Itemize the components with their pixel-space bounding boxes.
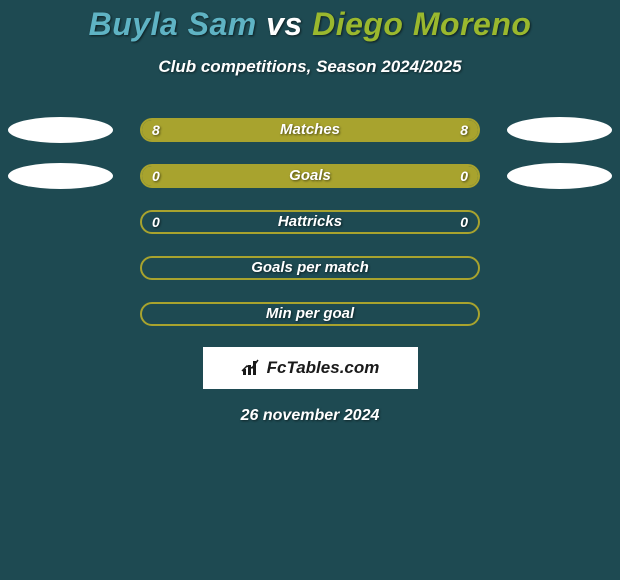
stat-bar-fill-right bbox=[310, 120, 478, 140]
stat-value-left: 8 bbox=[152, 120, 160, 140]
stat-bar: Hattricks0 0 bbox=[140, 210, 480, 234]
player1-flag bbox=[8, 117, 113, 143]
stat-label: Min per goal bbox=[142, 304, 478, 324]
vs-separator: vs bbox=[257, 6, 312, 42]
stat-row: Min per goal bbox=[0, 301, 620, 327]
stat-bar-fill-left bbox=[142, 166, 310, 186]
stat-bar: Goals00 bbox=[140, 164, 480, 188]
subtitle: Club competitions, Season 2024/2025 bbox=[0, 57, 620, 77]
stat-value-right: 0 bbox=[460, 166, 468, 186]
stat-value-right: 8 bbox=[460, 120, 468, 140]
stat-label: Goals per match bbox=[142, 258, 478, 278]
date-text: 26 november 2024 bbox=[0, 407, 620, 425]
bar-chart-icon bbox=[241, 359, 263, 377]
stat-value-left: 0 bbox=[152, 212, 160, 232]
player2-flag bbox=[507, 117, 612, 143]
stat-bar-fill-left bbox=[142, 120, 310, 140]
stat-row: Goals00 bbox=[0, 163, 620, 189]
stat-bars-container: Matches88Goals00Hattricks00Goals per mat… bbox=[0, 117, 620, 327]
stat-row: Matches88 bbox=[0, 117, 620, 143]
comparison-infographic: Buyla Sam vs Diego Moreno Club competiti… bbox=[0, 0, 620, 580]
player2-flag bbox=[507, 163, 612, 189]
logo: FcTables.com bbox=[241, 358, 380, 378]
page-title: Buyla Sam vs Diego Moreno bbox=[0, 0, 620, 43]
stat-label: Hattricks bbox=[142, 212, 478, 232]
stat-bar-fill-right bbox=[310, 166, 478, 186]
logo-box: FcTables.com bbox=[203, 347, 418, 389]
stat-bar: Goals per match bbox=[140, 256, 480, 280]
player1-name: Buyla Sam bbox=[89, 6, 257, 42]
player1-flag bbox=[8, 163, 113, 189]
stat-value-right: 0 bbox=[460, 212, 468, 232]
player2-name: Diego Moreno bbox=[312, 6, 531, 42]
stat-row: Goals per match bbox=[0, 255, 620, 281]
stat-row: Hattricks0 0 bbox=[0, 209, 620, 235]
stat-bar: Matches88 bbox=[140, 118, 480, 142]
stat-bar: Min per goal bbox=[140, 302, 480, 326]
logo-text: FcTables.com bbox=[267, 358, 380, 378]
stat-value-left: 0 bbox=[152, 166, 160, 186]
